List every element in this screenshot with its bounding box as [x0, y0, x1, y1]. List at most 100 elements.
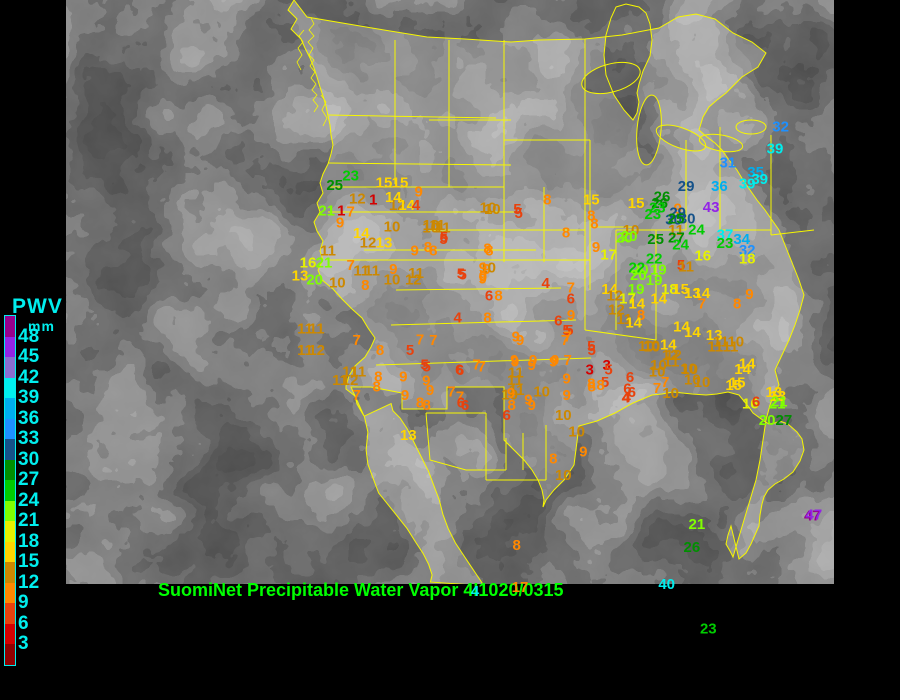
svg-text:15: 15: [628, 195, 645, 212]
svg-text:10: 10: [649, 364, 666, 381]
svg-text:6: 6: [485, 288, 493, 305]
svg-text:10: 10: [555, 407, 572, 424]
svg-text:9: 9: [336, 214, 344, 231]
svg-text:11: 11: [678, 259, 694, 276]
svg-text:18: 18: [739, 250, 756, 267]
svg-text:9: 9: [579, 444, 587, 461]
svg-text:10: 10: [329, 274, 346, 291]
svg-text:10: 10: [555, 467, 572, 484]
svg-text:6: 6: [457, 394, 465, 411]
svg-text:4: 4: [412, 197, 421, 214]
svg-text:23: 23: [717, 235, 734, 252]
svg-text:21: 21: [689, 516, 706, 533]
svg-text:6: 6: [503, 407, 511, 424]
svg-text:24: 24: [672, 236, 689, 253]
svg-text:11: 11: [508, 365, 524, 382]
svg-text:9: 9: [479, 269, 487, 286]
svg-text:9: 9: [563, 387, 571, 404]
svg-text:12: 12: [665, 347, 682, 364]
svg-text:5: 5: [421, 357, 429, 374]
svg-text:7: 7: [564, 352, 572, 369]
svg-text:13: 13: [376, 234, 393, 251]
svg-text:39: 39: [751, 171, 768, 188]
svg-text:7: 7: [347, 204, 355, 221]
svg-text:8: 8: [416, 394, 424, 411]
svg-text:15: 15: [729, 374, 746, 391]
svg-text:25: 25: [668, 211, 685, 228]
svg-text:20: 20: [306, 272, 323, 289]
svg-text:10: 10: [384, 272, 401, 289]
svg-text:8: 8: [562, 225, 570, 242]
svg-text:31: 31: [719, 155, 736, 172]
svg-text:47: 47: [804, 508, 821, 525]
svg-text:9: 9: [411, 242, 419, 259]
svg-text:7: 7: [472, 357, 480, 374]
svg-text:9: 9: [399, 369, 407, 386]
svg-text:15: 15: [583, 192, 600, 209]
svg-text:26: 26: [684, 539, 701, 556]
svg-text:7: 7: [429, 332, 437, 349]
svg-text:7: 7: [653, 380, 661, 397]
svg-text:32: 32: [772, 118, 789, 135]
svg-text:10: 10: [384, 218, 401, 235]
svg-text:13: 13: [400, 427, 417, 444]
svg-text:21: 21: [316, 254, 333, 271]
svg-text:17: 17: [600, 247, 617, 264]
svg-text:12: 12: [360, 234, 377, 251]
svg-text:14: 14: [625, 314, 642, 331]
svg-text:10: 10: [662, 385, 679, 402]
svg-text:10: 10: [684, 372, 701, 389]
svg-text:9: 9: [507, 385, 515, 402]
svg-text:6: 6: [567, 291, 575, 308]
svg-text:7: 7: [447, 383, 455, 400]
svg-text:8: 8: [376, 342, 384, 359]
svg-text:8: 8: [373, 379, 381, 396]
svg-text:9: 9: [422, 372, 430, 389]
svg-text:8: 8: [494, 288, 502, 305]
svg-text:8: 8: [587, 376, 595, 393]
svg-text:8: 8: [483, 240, 491, 257]
svg-text:8: 8: [361, 277, 369, 294]
svg-text:6: 6: [554, 313, 562, 330]
svg-text:11: 11: [309, 320, 325, 337]
svg-text:4: 4: [542, 275, 551, 292]
svg-text:16: 16: [694, 248, 711, 265]
svg-text:7: 7: [698, 296, 706, 313]
svg-text:24: 24: [688, 222, 705, 239]
svg-text:23: 23: [700, 620, 717, 637]
svg-text:14: 14: [650, 291, 667, 308]
svg-text:5: 5: [439, 231, 447, 248]
svg-text:12: 12: [405, 272, 422, 289]
svg-text:9: 9: [524, 391, 532, 408]
svg-text:43: 43: [703, 199, 720, 216]
svg-text:5: 5: [587, 338, 595, 355]
svg-text:14: 14: [673, 319, 690, 336]
svg-text:9: 9: [592, 239, 600, 256]
svg-text:6: 6: [455, 361, 463, 378]
svg-text:9: 9: [529, 352, 537, 369]
svg-text:21: 21: [771, 393, 788, 410]
svg-text:6: 6: [752, 393, 760, 410]
svg-text:5: 5: [457, 266, 465, 283]
svg-text:7: 7: [353, 387, 361, 404]
svg-text:14: 14: [385, 189, 402, 206]
svg-text:19: 19: [646, 272, 663, 289]
svg-text:8: 8: [483, 310, 491, 327]
svg-text:25: 25: [647, 231, 664, 248]
svg-text:6: 6: [626, 369, 634, 386]
svg-text:7: 7: [353, 332, 361, 349]
svg-text:9: 9: [401, 387, 409, 404]
svg-text:20: 20: [616, 229, 633, 246]
svg-text:9: 9: [745, 286, 753, 303]
svg-text:4: 4: [622, 390, 631, 407]
svg-text:10: 10: [727, 334, 744, 351]
svg-text:10: 10: [643, 338, 660, 355]
svg-text:11: 11: [713, 334, 729, 351]
svg-text:29: 29: [678, 178, 695, 195]
svg-text:5: 5: [604, 361, 612, 378]
svg-text:7: 7: [416, 332, 424, 349]
svg-text:8: 8: [549, 450, 557, 467]
svg-text:9: 9: [512, 328, 520, 345]
svg-text:7: 7: [564, 328, 572, 345]
svg-text:23: 23: [649, 200, 666, 217]
